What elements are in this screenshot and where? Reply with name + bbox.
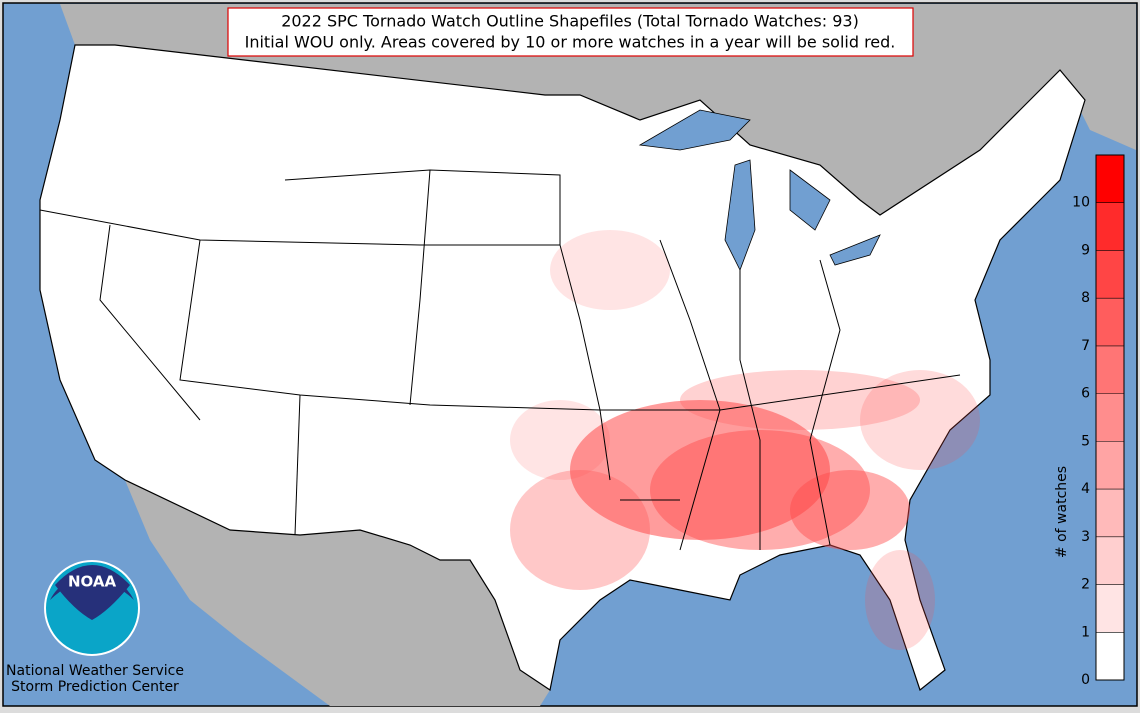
colorbar-tick-label: 10: [1072, 195, 1090, 211]
colorbar-tick-label: 3: [1081, 529, 1090, 545]
state-line: [659, 239, 721, 551]
great-lakes: [638, 109, 881, 271]
colorbar-tick-label: 2: [1081, 577, 1090, 593]
title-line: 2022 SPC Tornado Watch Outline Shapefile…: [281, 12, 859, 31]
title-line: Initial WOU only. Areas covered by 10 or…: [245, 33, 896, 52]
canada: [4, 4, 1136, 215]
shade: [790, 470, 910, 550]
state-line: [559, 244, 611, 481]
state-line: [99, 224, 201, 421]
colorbar-bin: [1096, 393, 1124, 442]
state-line: [294, 394, 301, 536]
watch-shading: [510, 230, 980, 650]
shade: [510, 400, 610, 480]
colorbar-label: # of watches: [1054, 466, 1070, 558]
title-box: [227, 7, 914, 57]
colorbar-tick-label: 1: [1081, 624, 1090, 640]
colorbar-tick-label: 4: [1081, 481, 1090, 497]
colorbar-tick-label: 6: [1081, 386, 1090, 402]
colorbar-tick-label: 5: [1081, 433, 1090, 449]
colorbar-bin: [1096, 584, 1124, 633]
colorbar-bin: [1096, 298, 1124, 346]
logo-text: NOAA: [68, 573, 117, 591]
colorbar-tick-label: 7: [1081, 338, 1090, 354]
shade: [680, 370, 920, 430]
colorbar-tick-label: 0: [1081, 672, 1090, 688]
colorbar-bin: [1096, 489, 1124, 537]
colorbar-bin: [1096, 202, 1124, 251]
state-line: [809, 259, 841, 546]
lake-huron: [789, 169, 831, 231]
shade: [865, 550, 935, 650]
colorbar-bin: [1096, 155, 1124, 203]
shade: [570, 400, 830, 540]
state-lines: [39, 169, 961, 551]
colorbar-bin: [1096, 250, 1124, 299]
colorbar-bin: [1096, 536, 1124, 585]
colorbar-bin: [1096, 632, 1124, 680]
state-line: [409, 169, 431, 406]
colorbar-bin: [1096, 345, 1124, 394]
mexico: [125, 480, 550, 706]
colorbar-bin: [1096, 441, 1124, 490]
lake-superior: [638, 109, 751, 151]
state-line: [739, 270, 761, 550]
lake-erie: [829, 234, 881, 266]
logo-bird: [55, 565, 130, 620]
noaa-logo: NOAA: [44, 560, 140, 656]
colorbar-tick-label: 8: [1081, 290, 1090, 306]
footer-line: Storm Prediction Center: [11, 679, 179, 695]
shade: [860, 370, 980, 470]
colorbar: 0 1 2 3 4 5 6 7 8 9 10: [1072, 154, 1125, 688]
shade: [510, 470, 650, 590]
colorbar-tick-label: 9: [1081, 242, 1090, 258]
lake-michigan: [724, 159, 756, 271]
footer-line: National Weather Service: [6, 663, 184, 679]
shade: [550, 230, 670, 310]
